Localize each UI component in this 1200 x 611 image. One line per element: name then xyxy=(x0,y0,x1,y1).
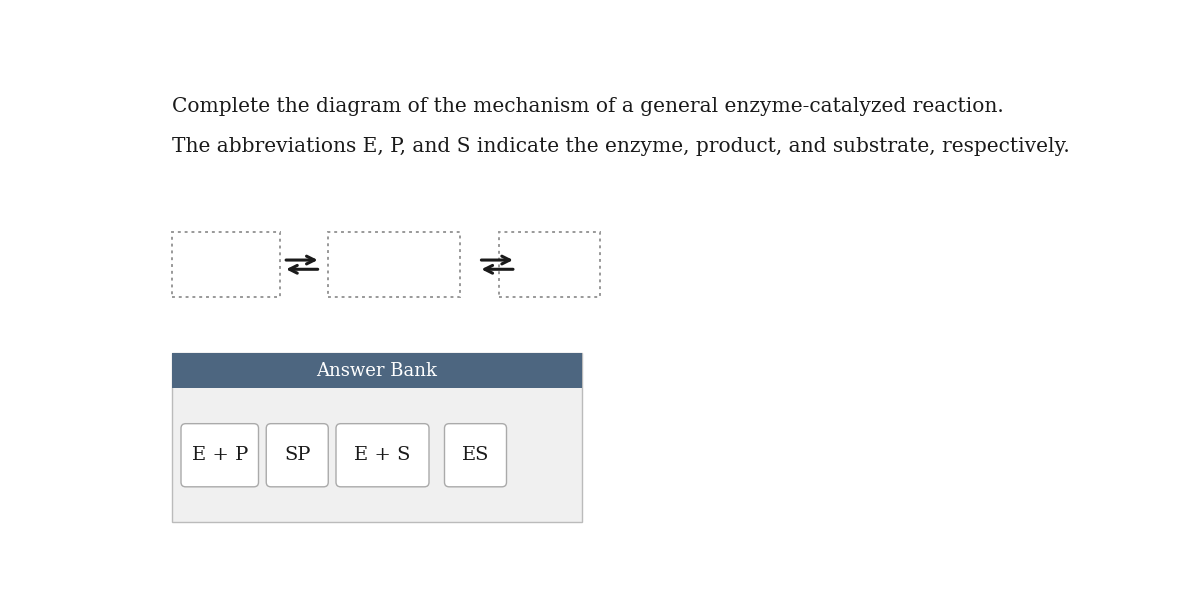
Bar xyxy=(329,232,460,298)
Bar xyxy=(172,353,582,522)
FancyBboxPatch shape xyxy=(181,423,258,487)
Bar xyxy=(172,232,281,298)
Bar xyxy=(172,353,582,388)
Text: Complete the diagram of the mechanism of a general enzyme-catalyzed reaction.: Complete the diagram of the mechanism of… xyxy=(172,97,1003,116)
FancyBboxPatch shape xyxy=(266,423,329,487)
Bar xyxy=(499,232,600,298)
Text: E + S: E + S xyxy=(354,446,410,464)
Text: The abbreviations E, P, and S indicate the enzyme, product, and substrate, respe: The abbreviations E, P, and S indicate t… xyxy=(172,137,1069,156)
FancyBboxPatch shape xyxy=(336,423,430,487)
Text: SP: SP xyxy=(284,446,311,464)
Text: Answer Bank: Answer Bank xyxy=(317,362,438,379)
Text: ES: ES xyxy=(462,446,490,464)
Text: E + P: E + P xyxy=(192,446,248,464)
FancyBboxPatch shape xyxy=(444,423,506,487)
